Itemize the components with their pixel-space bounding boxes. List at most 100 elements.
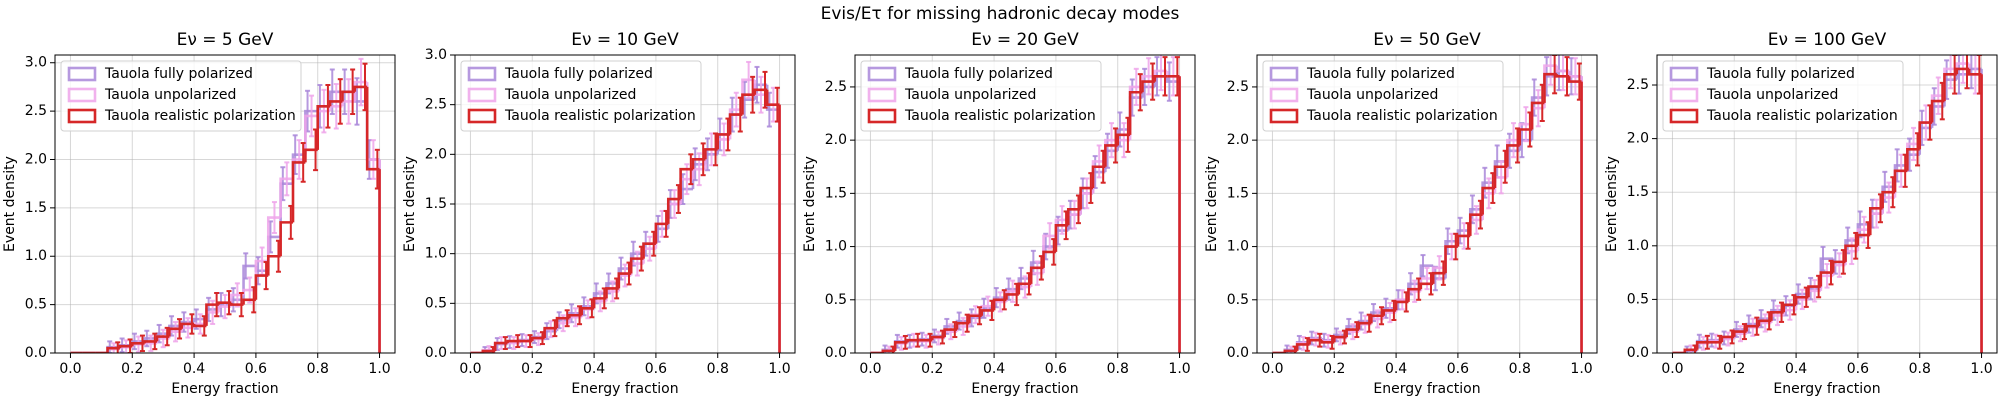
y-tick-label: 0.5: [825, 292, 847, 308]
error-bar: [370, 139, 376, 180]
error-bar: [164, 326, 170, 347]
error-bar: [271, 201, 277, 235]
error-bar: [960, 316, 966, 336]
hist-step: [1695, 340, 1710, 350]
error-bar: [539, 331, 545, 346]
error-bar: [1071, 199, 1077, 230]
plot-area: [1672, 55, 1983, 353]
legend-swatch: [67, 66, 97, 82]
axes-frame: [854, 54, 1196, 354]
y-tick-label: 2.0: [1227, 132, 1249, 148]
error-bar: [1877, 193, 1883, 224]
error-bar: [890, 345, 896, 353]
panel-title: Eν = 20 GeV: [971, 30, 1079, 50]
hist-step: [1918, 121, 1933, 150]
hist-step: [1881, 190, 1895, 209]
error-bar: [1137, 73, 1143, 112]
hist-step: [192, 323, 207, 328]
error-bar: [1354, 321, 1360, 339]
hist-step: [765, 89, 780, 106]
error-bar: [754, 65, 760, 104]
hist-step: [493, 341, 508, 352]
hist-step: [881, 349, 896, 353]
error-bar: [296, 139, 302, 180]
error-bar: [321, 88, 327, 134]
error-bar: [705, 137, 711, 172]
error-bar: [1424, 266, 1430, 291]
error-bar: [1939, 81, 1945, 121]
hist-step: [1079, 186, 1093, 210]
error-bar: [1552, 55, 1558, 95]
y-tick-label: 3.0: [25, 55, 47, 71]
hist-step: [1555, 65, 1570, 73]
hist-step: [1683, 348, 1698, 353]
hist-step: [1357, 321, 1372, 330]
hist-step: [1794, 295, 1809, 305]
error-bar: [1113, 127, 1119, 164]
legend-swatch: [467, 108, 497, 124]
hist-step: [365, 86, 380, 171]
hist-step: [1543, 72, 1557, 103]
legend-label: Tauola fully polarized: [1706, 66, 1855, 82]
error-bar: [758, 75, 764, 114]
error-bar: [634, 250, 640, 277]
error-bar: [626, 261, 632, 286]
x-tick-label: 1.0: [1570, 361, 1592, 377]
hist-step: [893, 341, 908, 351]
figure-title: Evis/Eτ for missing hadronic decay modes: [821, 4, 1180, 24]
hist-step: [1856, 233, 1871, 246]
error-bar: [1412, 279, 1418, 303]
hist-step: [353, 85, 368, 92]
error-bar: [173, 321, 179, 343]
error-bar: [1375, 309, 1381, 329]
error-bar: [127, 338, 133, 353]
legend-swatch: [67, 87, 97, 103]
error-bar: [1125, 116, 1131, 153]
hist-step: [530, 336, 545, 342]
error-bar: [218, 292, 224, 318]
x-tick-label: 0.6: [245, 361, 267, 377]
y-tick-label: 1.5: [825, 185, 847, 201]
error-bar: [750, 75, 756, 114]
hist-step: [1153, 74, 1168, 82]
error-bar: [589, 298, 595, 319]
panel: Eν = 5 GeV 0.0 0.2 0.4 0.6 0.8 1.0 0.0 0.5 1.0 1.5…: [2, 30, 396, 397]
y-tick-label: 0.0: [425, 345, 447, 361]
error-bar: [185, 317, 191, 339]
y-tick-label: 3.0: [425, 47, 447, 63]
error-bar: [1133, 67, 1139, 107]
error-bar: [1779, 301, 1785, 323]
error-bar: [1968, 55, 1974, 90]
error-bar: [746, 60, 752, 99]
hist-step: [1481, 186, 1495, 215]
error-bar: [313, 128, 319, 172]
error-bar: [1948, 55, 1954, 90]
error-bar: [131, 332, 137, 351]
legend-swatch: [1269, 66, 1299, 82]
error-bar: [1051, 238, 1057, 266]
y-tick-label: 1.5: [1627, 184, 1649, 200]
hist-step: [328, 100, 343, 107]
y-tick-label: 2.5: [1627, 77, 1649, 93]
legend-label: Tauola realistic polarization: [1306, 108, 1498, 124]
error-bar: [651, 230, 657, 257]
hist-step: [1732, 330, 1747, 337]
legend-swatch: [1669, 66, 1699, 82]
error-bar: [1539, 83, 1545, 122]
x-axis-label: Energy fraction: [171, 381, 278, 397]
y-tick-label: 2.5: [825, 79, 847, 95]
error-bar: [115, 341, 121, 353]
x-tick-label: 0.0: [1261, 361, 1283, 377]
error-bar: [222, 293, 228, 320]
hist-step: [1955, 62, 1970, 69]
error-bar: [1535, 89, 1541, 128]
legend-label: Tauola fully polarized: [1306, 66, 1455, 82]
error-bar: [1440, 260, 1446, 286]
axes-frame: [454, 54, 796, 354]
error-bar: [564, 309, 570, 328]
error-bar: [1391, 299, 1397, 322]
hist-step: [506, 339, 520, 344]
error-bar: [515, 334, 521, 349]
error-bar: [284, 161, 290, 197]
legend-label: Tauola realistic polarization: [104, 108, 296, 124]
